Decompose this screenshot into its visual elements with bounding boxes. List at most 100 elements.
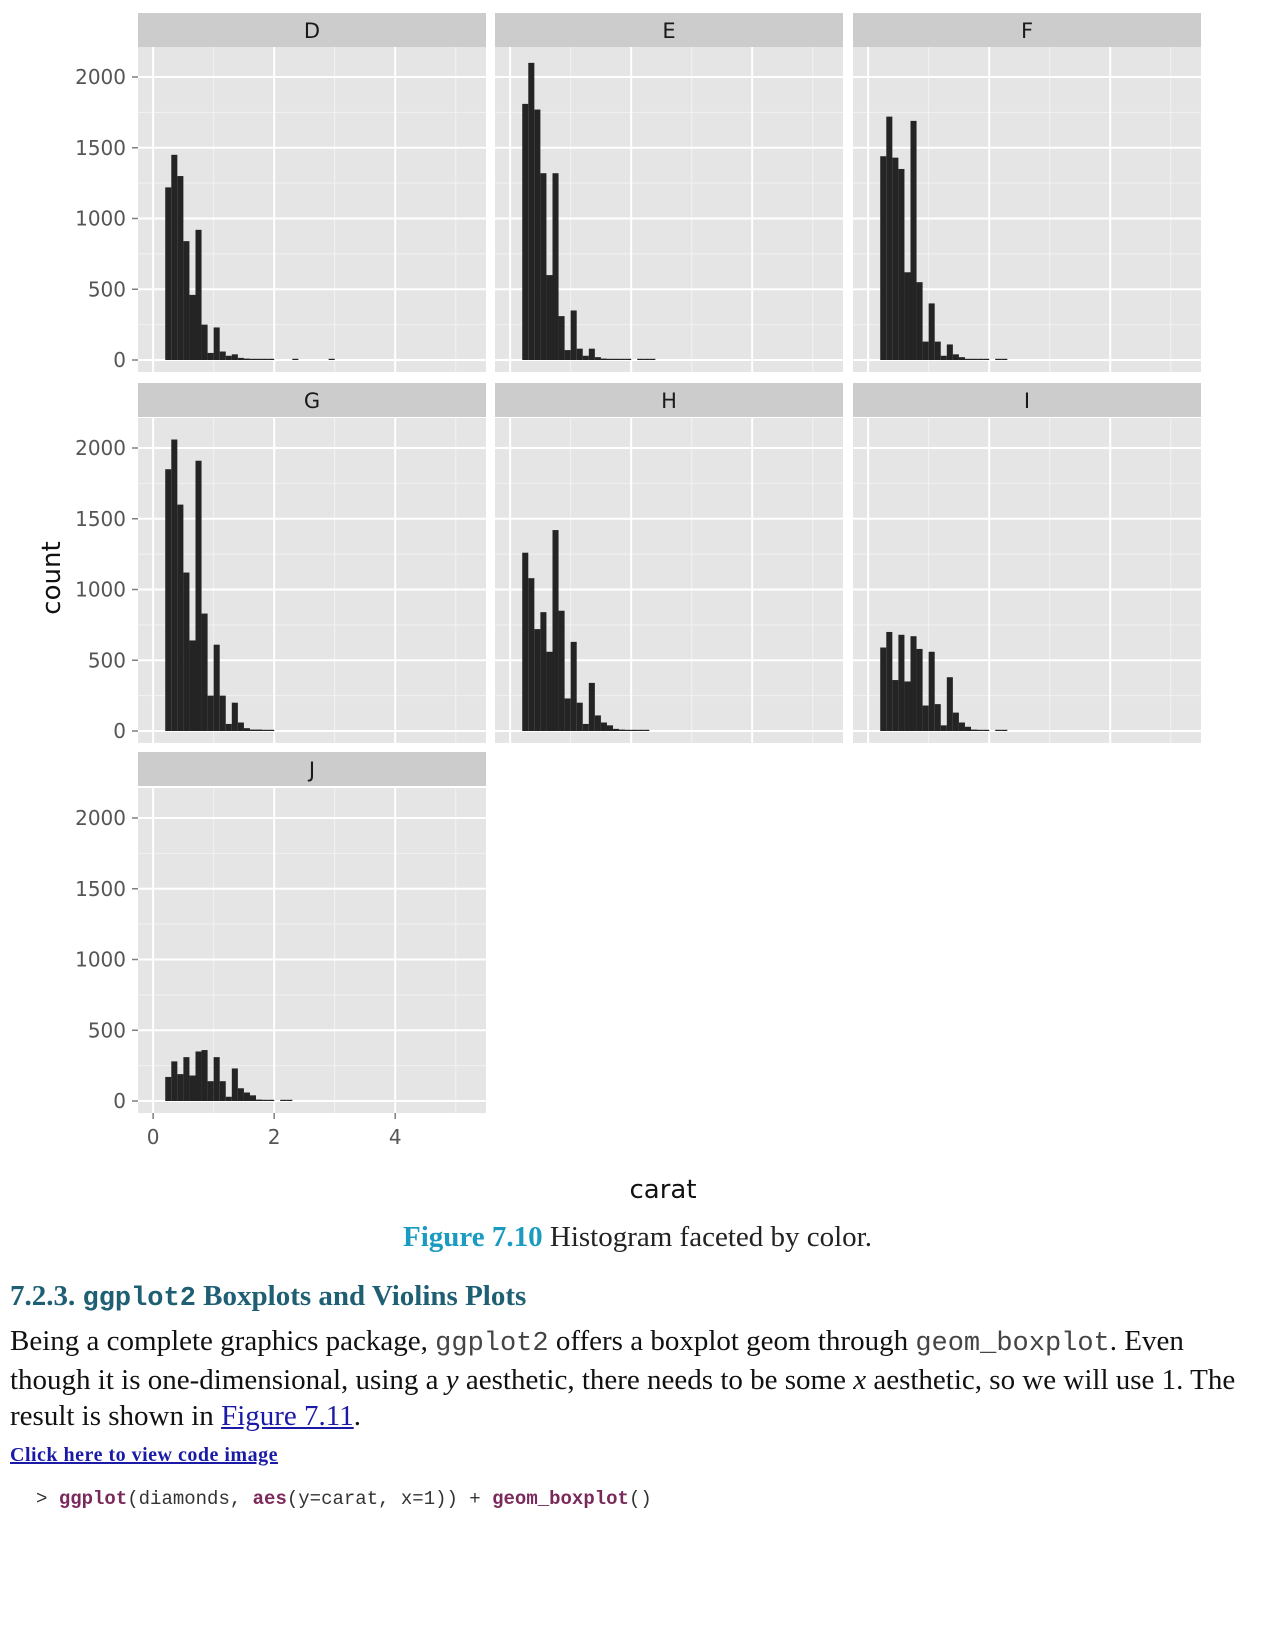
facet-strip bbox=[138, 383, 486, 417]
facet-strip bbox=[138, 752, 486, 786]
code-args: (diamonds, bbox=[127, 1488, 253, 1510]
histogram-bar bbox=[249, 358, 257, 360]
histogram-bar bbox=[625, 358, 632, 360]
histogram-bar bbox=[195, 460, 202, 731]
histogram-bar bbox=[880, 647, 887, 731]
paragraph-text: Being a complete graphics package, bbox=[10, 1325, 436, 1357]
histogram-bar bbox=[195, 1051, 202, 1101]
paragraph-text: offers a boxplot geom through bbox=[548, 1325, 916, 1357]
histogram-bar bbox=[971, 358, 978, 360]
histogram-bar bbox=[892, 680, 899, 731]
histogram-bar bbox=[201, 324, 208, 360]
histogram-bar bbox=[213, 644, 220, 731]
histogram-bar bbox=[886, 631, 893, 731]
histogram-bar bbox=[643, 358, 650, 360]
histogram-bar bbox=[1001, 729, 1008, 731]
section-heading: 7.2.3. ggplot2 Boxplots and Violins Plot… bbox=[10, 1280, 526, 1314]
histogram-bar bbox=[971, 729, 978, 731]
histogram-bar bbox=[522, 103, 529, 360]
faceted-histogram-chart: D 0 500 1000 1500 2000 E F G 0 500 1000 1500 2000 H I J 0… bbox=[37, 13, 1201, 1205]
histogram-bar bbox=[600, 722, 607, 731]
histogram-bar bbox=[540, 173, 547, 360]
histogram-bar bbox=[576, 702, 583, 731]
histogram-bar bbox=[910, 120, 917, 361]
histogram-bar bbox=[898, 634, 905, 731]
facet-strip-label: F bbox=[1021, 19, 1033, 43]
histogram-bar bbox=[946, 344, 953, 360]
y-tick-label: 1000 bbox=[75, 578, 126, 602]
histogram-bar bbox=[977, 358, 984, 360]
code-fn-geom-boxplot: geom_boxplot bbox=[492, 1488, 629, 1510]
facet-strip-label: D bbox=[304, 19, 320, 43]
y-tick-label: 2000 bbox=[75, 65, 126, 89]
histogram-bar bbox=[631, 729, 638, 731]
histogram-bar bbox=[570, 641, 577, 731]
histogram-bar bbox=[898, 168, 905, 360]
histogram-bar bbox=[564, 698, 571, 731]
paragraph-text: . bbox=[353, 1400, 361, 1432]
histogram-bar bbox=[528, 62, 535, 360]
histogram-bar bbox=[952, 354, 959, 360]
histogram-bar bbox=[201, 1050, 208, 1101]
histogram-bar bbox=[576, 348, 583, 360]
histogram-bar bbox=[637, 729, 644, 731]
x-tick-label: 0 bbox=[147, 1125, 160, 1149]
facet-strip bbox=[495, 383, 843, 417]
histogram-bar bbox=[225, 1096, 232, 1101]
y-tick-label: 1000 bbox=[75, 207, 126, 231]
histogram-bar bbox=[916, 648, 923, 731]
histogram-bar bbox=[219, 351, 226, 360]
histogram-bar bbox=[195, 229, 202, 360]
histogram-bar bbox=[165, 469, 172, 731]
histogram-bar bbox=[292, 358, 299, 360]
histogram-bar bbox=[243, 728, 250, 731]
histogram-bar bbox=[904, 681, 911, 731]
figure-caption: Figure 7.10 Histogram faceted by color. bbox=[0, 1220, 1275, 1255]
histogram-bar bbox=[606, 358, 614, 360]
histogram-bar bbox=[189, 294, 196, 360]
histogram-bar bbox=[262, 729, 269, 731]
histogram-bar bbox=[946, 677, 953, 731]
panel-background bbox=[138, 788, 486, 1113]
histogram-bar bbox=[243, 358, 250, 360]
y-tick-label: 0 bbox=[113, 348, 126, 372]
histogram-bar bbox=[546, 275, 553, 360]
y-tick-label: 1500 bbox=[75, 136, 126, 160]
view-code-image-link[interactable]: Click here to view code image bbox=[10, 1444, 278, 1466]
histogram-bar bbox=[328, 358, 335, 360]
histogram-bar bbox=[952, 712, 959, 731]
y-tick-label: 1500 bbox=[75, 877, 126, 901]
histogram-bar bbox=[268, 1099, 275, 1101]
x-tick-label: 4 bbox=[389, 1125, 402, 1149]
histogram-bar bbox=[558, 316, 565, 360]
histogram-bar bbox=[619, 358, 626, 360]
histogram-bar bbox=[243, 1092, 250, 1101]
histogram-bar bbox=[189, 640, 196, 731]
histogram-bar bbox=[165, 187, 172, 360]
figure-7-11-link[interactable]: Figure 7.11 bbox=[221, 1400, 354, 1432]
histogram-bar bbox=[522, 552, 529, 731]
histogram-bar bbox=[262, 1099, 269, 1101]
histogram-bar bbox=[910, 636, 917, 731]
histogram-bar bbox=[225, 723, 232, 731]
histogram-bar bbox=[977, 729, 984, 731]
x-axis-title: carat bbox=[629, 1175, 696, 1205]
histogram-bar bbox=[594, 357, 601, 360]
histogram-bar bbox=[928, 651, 935, 731]
histogram-bar bbox=[600, 358, 607, 360]
paragraph-text: aesthetic, so we will use 1. The result … bbox=[10, 1364, 1236, 1432]
histogram-bar bbox=[934, 704, 941, 731]
y-axis-title: count bbox=[37, 541, 67, 614]
histogram-bar bbox=[880, 156, 887, 360]
histogram-bar bbox=[213, 1057, 220, 1101]
x-tick-label: 2 bbox=[268, 1125, 281, 1149]
histogram-bar bbox=[183, 241, 190, 360]
histogram-bar bbox=[552, 530, 559, 731]
histogram-bar bbox=[964, 726, 972, 731]
histogram-bar bbox=[922, 705, 929, 731]
histogram-bar bbox=[540, 612, 547, 731]
code-fn-ggplot: ggplot bbox=[58, 1488, 128, 1510]
histogram-bar bbox=[625, 729, 632, 731]
histogram-bar bbox=[892, 157, 899, 360]
histogram-bar bbox=[207, 695, 214, 731]
